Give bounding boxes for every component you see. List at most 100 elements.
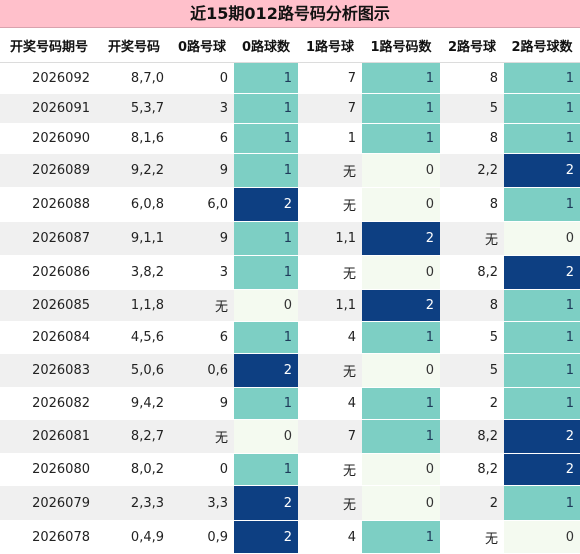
numbers-cell: 3,8,2 bbox=[98, 255, 170, 290]
route0-balls-cell: 3,3 bbox=[170, 485, 234, 521]
numbers-cell: 8,7,0 bbox=[98, 62, 170, 94]
issue-cell: 2026082 bbox=[0, 387, 98, 420]
route1-count-cell: 0 bbox=[362, 453, 440, 486]
numbers-cell: 8,2,7 bbox=[98, 419, 170, 454]
route0-count-cell: 1 bbox=[234, 62, 298, 94]
header-route2-count: 2路号球数 bbox=[504, 28, 580, 63]
route0-count-cell: 1 bbox=[234, 453, 298, 486]
issue-cell: 2026079 bbox=[0, 485, 98, 521]
table-row: 2026079 2,3,3 3,3 2 无 0 2 1 bbox=[0, 485, 580, 521]
route1-count-cell: 0 bbox=[362, 153, 440, 188]
route1-count-cell: 0 bbox=[362, 255, 440, 290]
numbers-cell: 4,5,6 bbox=[98, 321, 170, 354]
route1-balls-cell: 7 bbox=[298, 93, 362, 124]
table-body: 2026092 8,7,0 0 1 7 1 8 1 2026091 5,3,7 3 1 7 1 5 1 2026… bbox=[0, 62, 580, 554]
route1-count-cell: 2 bbox=[362, 221, 440, 256]
route1-balls-cell: 4 bbox=[298, 321, 362, 354]
issue-cell: 2026087 bbox=[0, 221, 98, 256]
numbers-cell: 8,1,6 bbox=[98, 123, 170, 154]
route0-balls-cell: 无 bbox=[170, 419, 234, 454]
route1-balls-cell: 无 bbox=[298, 153, 362, 188]
header-route0-count: 0路球数 bbox=[234, 28, 298, 63]
table-row: 2026080 8,0,2 0 1 无 0 8,2 2 bbox=[0, 453, 580, 486]
route2-count-cell: 1 bbox=[504, 387, 580, 420]
table-row: 2026081 8,2,7 无 0 7 1 8,2 2 bbox=[0, 419, 580, 454]
route0-count-cell: 1 bbox=[234, 255, 298, 290]
route2-balls-cell: 2 bbox=[440, 485, 504, 521]
route0-balls-cell: 0 bbox=[170, 62, 234, 94]
numbers-cell: 6,0,8 bbox=[98, 187, 170, 222]
route0-balls-cell: 0,9 bbox=[170, 520, 234, 554]
numbers-cell: 2,3,3 bbox=[98, 485, 170, 521]
issue-cell: 2026080 bbox=[0, 453, 98, 486]
route2-count-cell: 1 bbox=[504, 187, 580, 222]
route2-count-cell: 1 bbox=[504, 485, 580, 521]
table-row: 2026091 5,3,7 3 1 7 1 5 1 bbox=[0, 93, 580, 124]
table-row: 2026085 1,1,8 无 0 1,1 2 8 1 bbox=[0, 289, 580, 322]
route2-count-cell: 2 bbox=[504, 453, 580, 486]
issue-cell: 2026084 bbox=[0, 321, 98, 354]
route1-balls-cell: 无 bbox=[298, 453, 362, 486]
route0-count-cell: 2 bbox=[234, 520, 298, 554]
table-row: 2026078 0,4,9 0,9 2 4 1 无 0 bbox=[0, 520, 580, 554]
issue-cell: 2026086 bbox=[0, 255, 98, 290]
route2-balls-cell: 8,2 bbox=[440, 419, 504, 454]
issue-cell: 2026081 bbox=[0, 419, 98, 454]
route0-count-cell: 1 bbox=[234, 387, 298, 420]
issue-cell: 2026090 bbox=[0, 123, 98, 154]
route1-balls-cell: 无 bbox=[298, 255, 362, 290]
issue-cell: 2026089 bbox=[0, 153, 98, 188]
route2-count-cell: 0 bbox=[504, 520, 580, 554]
route2-balls-cell: 2,2 bbox=[440, 153, 504, 188]
route1-count-cell: 0 bbox=[362, 187, 440, 222]
route2-count-cell: 1 bbox=[504, 123, 580, 154]
route0-count-cell: 0 bbox=[234, 289, 298, 322]
route0-count-cell: 2 bbox=[234, 353, 298, 388]
header-numbers: 开奖号码 bbox=[98, 28, 170, 63]
route2-count-cell: 1 bbox=[504, 93, 580, 124]
route0-balls-cell: 9 bbox=[170, 153, 234, 188]
page-title: 近15期012路号码分析图示 bbox=[0, 0, 580, 28]
route1-count-cell: 0 bbox=[362, 353, 440, 388]
route2-balls-cell: 5 bbox=[440, 93, 504, 124]
route0-balls-cell: 3 bbox=[170, 255, 234, 290]
numbers-cell: 9,4,2 bbox=[98, 387, 170, 420]
route2-count-cell: 2 bbox=[504, 255, 580, 290]
header-route1-count: 1路号码数 bbox=[362, 28, 440, 63]
route0-balls-cell: 无 bbox=[170, 289, 234, 322]
route1-count-cell: 1 bbox=[362, 321, 440, 354]
issue-cell: 2026078 bbox=[0, 520, 98, 554]
table-row: 2026092 8,7,0 0 1 7 1 8 1 bbox=[0, 62, 580, 94]
route2-balls-cell: 5 bbox=[440, 353, 504, 388]
route0-balls-cell: 3 bbox=[170, 93, 234, 124]
route0-balls-cell: 0 bbox=[170, 453, 234, 486]
route0-balls-cell: 9 bbox=[170, 387, 234, 420]
header-issue: 开奖号码期号 bbox=[0, 28, 98, 63]
route2-count-cell: 1 bbox=[504, 289, 580, 322]
route2-balls-cell: 8,2 bbox=[440, 453, 504, 486]
route1-count-cell: 1 bbox=[362, 62, 440, 94]
route2-count-cell: 1 bbox=[504, 62, 580, 94]
route1-count-cell: 1 bbox=[362, 520, 440, 554]
analysis-table: 开奖号码期号 开奖号码 0路号球 0路球数 1路号球 1路号码数 2路号球 2路… bbox=[0, 28, 580, 554]
route1-count-cell: 0 bbox=[362, 485, 440, 521]
route1-count-cell: 1 bbox=[362, 93, 440, 124]
table-row: 2026086 3,8,2 3 1 无 0 8,2 2 bbox=[0, 255, 580, 290]
route2-balls-cell: 8 bbox=[440, 289, 504, 322]
numbers-cell: 1,1,8 bbox=[98, 289, 170, 322]
route1-balls-cell: 7 bbox=[298, 62, 362, 94]
table-row: 2026087 9,1,1 9 1 1,1 2 无 0 bbox=[0, 221, 580, 256]
header-route2-balls: 2路号球 bbox=[440, 28, 504, 63]
route2-count-cell: 1 bbox=[504, 321, 580, 354]
route0-count-cell: 1 bbox=[234, 221, 298, 256]
route1-balls-cell: 无 bbox=[298, 187, 362, 222]
numbers-cell: 9,1,1 bbox=[98, 221, 170, 256]
table-row: 2026090 8,1,6 6 1 1 1 8 1 bbox=[0, 123, 580, 154]
route1-count-cell: 1 bbox=[362, 387, 440, 420]
route0-balls-cell: 9 bbox=[170, 221, 234, 256]
route0-balls-cell: 6,0 bbox=[170, 187, 234, 222]
route2-balls-cell: 8,2 bbox=[440, 255, 504, 290]
route2-balls-cell: 5 bbox=[440, 321, 504, 354]
route2-count-cell: 2 bbox=[504, 419, 580, 454]
